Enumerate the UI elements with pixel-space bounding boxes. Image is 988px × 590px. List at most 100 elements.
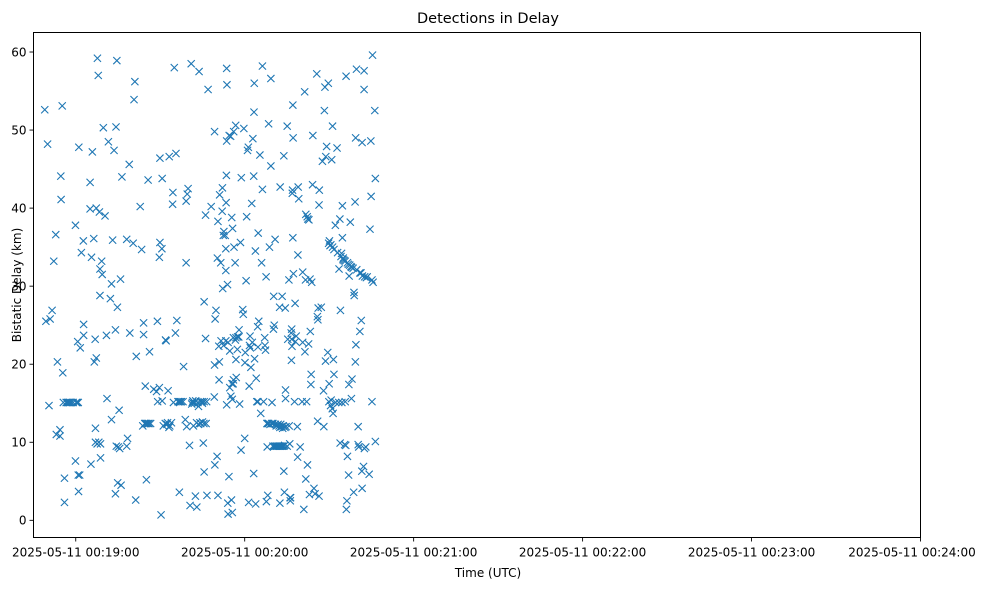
data-point bbox=[112, 122, 120, 131]
data-point bbox=[324, 79, 333, 88]
data-point bbox=[311, 489, 320, 498]
data-point bbox=[283, 122, 292, 131]
data-point bbox=[351, 357, 360, 366]
data-point bbox=[266, 74, 275, 83]
data-point bbox=[201, 211, 210, 220]
data-point bbox=[342, 505, 351, 514]
data-point bbox=[251, 247, 260, 256]
data-point bbox=[303, 460, 312, 469]
data-point bbox=[322, 142, 331, 151]
data-point bbox=[157, 510, 166, 519]
data-point bbox=[271, 235, 280, 244]
data-point bbox=[283, 335, 292, 344]
data-point bbox=[344, 380, 353, 389]
x-tick-label: 2025-05-11 00:20:00 bbox=[181, 546, 308, 560]
data-point bbox=[95, 208, 104, 217]
data-point bbox=[93, 54, 102, 63]
data-point bbox=[92, 204, 101, 213]
data-point bbox=[168, 200, 177, 209]
data-point bbox=[152, 387, 161, 396]
data-points bbox=[40, 51, 380, 519]
data-point bbox=[73, 337, 82, 346]
data-point bbox=[334, 398, 343, 407]
data-point bbox=[301, 474, 310, 483]
data-point bbox=[139, 330, 148, 339]
data-point bbox=[261, 346, 270, 355]
data-point bbox=[172, 316, 181, 325]
data-point bbox=[89, 234, 98, 243]
data-point bbox=[202, 419, 211, 428]
data-point bbox=[231, 355, 240, 364]
data-point bbox=[177, 397, 186, 406]
x-tick-label: 2025-05-11 00:21:00 bbox=[350, 546, 477, 560]
data-point bbox=[113, 478, 122, 487]
data-point bbox=[207, 202, 216, 211]
data-point bbox=[285, 421, 294, 430]
data-point bbox=[355, 327, 364, 336]
data-point bbox=[44, 401, 53, 410]
data-point bbox=[125, 160, 134, 169]
x-tick-label: 2025-05-11 00:19:00 bbox=[12, 546, 139, 560]
data-point bbox=[98, 270, 107, 279]
data-point bbox=[301, 210, 310, 219]
data-point bbox=[308, 131, 317, 140]
data-point bbox=[110, 146, 119, 155]
data-point bbox=[158, 174, 167, 183]
data-point bbox=[115, 406, 124, 415]
data-point bbox=[243, 146, 252, 155]
data-point bbox=[155, 238, 164, 247]
data-point bbox=[328, 122, 337, 131]
data-point bbox=[242, 276, 251, 285]
data-point bbox=[240, 434, 249, 443]
data-point bbox=[240, 358, 249, 367]
data-point bbox=[146, 419, 155, 428]
data-point bbox=[280, 441, 289, 450]
data-point bbox=[185, 441, 194, 450]
y-tick-label: 20 bbox=[11, 358, 26, 372]
data-point bbox=[259, 397, 268, 406]
data-point bbox=[246, 332, 255, 341]
data-point bbox=[79, 320, 88, 329]
data-point bbox=[51, 230, 60, 239]
data-point bbox=[79, 236, 88, 245]
data-point bbox=[312, 69, 321, 78]
data-point bbox=[53, 357, 62, 366]
data-point bbox=[58, 101, 67, 110]
data-point bbox=[224, 510, 233, 519]
data-point bbox=[306, 380, 315, 389]
data-point bbox=[122, 235, 131, 244]
data-point bbox=[347, 375, 356, 384]
data-point bbox=[187, 59, 196, 68]
data-point bbox=[158, 396, 167, 405]
data-point bbox=[307, 370, 316, 379]
data-point bbox=[130, 95, 139, 104]
data-point bbox=[74, 471, 83, 480]
x-tick-label: 2025-05-11 00:24:00 bbox=[848, 546, 975, 560]
y-tick-label: 10 bbox=[11, 436, 26, 450]
data-point bbox=[360, 85, 369, 94]
data-point bbox=[257, 258, 266, 267]
data-point bbox=[94, 71, 103, 80]
data-point bbox=[335, 265, 344, 273]
data-point bbox=[202, 491, 211, 500]
data-point bbox=[153, 317, 162, 326]
data-point bbox=[358, 484, 367, 493]
data-point bbox=[142, 475, 151, 484]
data-point bbox=[194, 402, 203, 411]
data-point bbox=[195, 67, 204, 76]
data-point bbox=[288, 101, 297, 110]
data-point bbox=[346, 218, 355, 227]
data-point bbox=[255, 151, 264, 160]
data-point bbox=[279, 151, 288, 160]
data-point bbox=[244, 498, 253, 507]
data-point bbox=[300, 87, 309, 96]
data-point bbox=[300, 347, 309, 356]
data-point bbox=[182, 258, 191, 267]
data-point bbox=[315, 492, 324, 501]
data-point bbox=[349, 488, 358, 497]
data-point bbox=[175, 488, 184, 497]
data-point bbox=[275, 499, 284, 508]
data-point bbox=[293, 422, 302, 431]
data-point bbox=[57, 195, 66, 204]
data-point bbox=[43, 140, 52, 149]
